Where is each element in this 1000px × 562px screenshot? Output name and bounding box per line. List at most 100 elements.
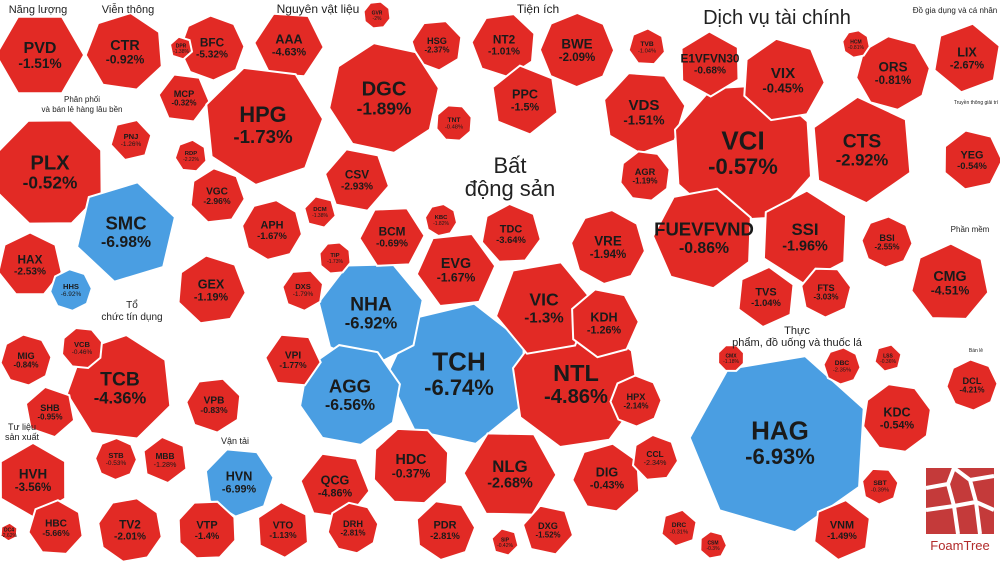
ticker-label-vre: VRE bbox=[594, 233, 622, 248]
cell-mbb[interactable] bbox=[142, 435, 188, 485]
ticker-label-aph: APH bbox=[261, 220, 284, 232]
cell-aph[interactable] bbox=[241, 199, 303, 261]
cell-vre[interactable] bbox=[570, 209, 646, 285]
cell-agg[interactable] bbox=[299, 344, 401, 446]
cell-mcp[interactable] bbox=[157, 73, 211, 123]
ticker-label-dxg: DXG bbox=[538, 521, 558, 531]
cell-hpx[interactable] bbox=[609, 374, 663, 428]
cell-vds[interactable] bbox=[603, 72, 687, 155]
ticker-label-hpx: HPX bbox=[627, 392, 647, 402]
cell-dcl[interactable] bbox=[945, 358, 999, 412]
cell-vtp[interactable] bbox=[177, 500, 237, 560]
ticker-label-lss: LSS bbox=[883, 353, 893, 359]
cell-ssi[interactable] bbox=[762, 189, 848, 285]
cell-fuevfvnd[interactable] bbox=[651, 187, 752, 290]
cell-gvr[interactable] bbox=[362, 0, 392, 30]
cell-hcm[interactable] bbox=[841, 29, 871, 59]
ticker-label-vcb: VCB bbox=[74, 340, 91, 349]
cell-stb[interactable] bbox=[94, 437, 138, 481]
cell-vgc[interactable] bbox=[189, 167, 246, 224]
cell-vpi[interactable] bbox=[264, 333, 322, 387]
cell-vnm[interactable] bbox=[813, 498, 871, 562]
cell-pdr[interactable] bbox=[415, 500, 477, 561]
cell-hhs[interactable] bbox=[49, 268, 93, 312]
cell-e1vfvn30[interactable] bbox=[680, 30, 740, 98]
cell-vpb[interactable] bbox=[185, 377, 242, 434]
cell-dxg[interactable] bbox=[521, 504, 575, 556]
ticker-label-shb: SHB bbox=[40, 403, 60, 413]
cell-tvb[interactable] bbox=[627, 27, 666, 66]
cell-tv2[interactable] bbox=[97, 497, 163, 562]
cell-ctr[interactable] bbox=[84, 11, 163, 91]
cell-drh[interactable] bbox=[326, 501, 380, 555]
cell-ccl[interactable] bbox=[631, 433, 680, 481]
cell-vto[interactable] bbox=[257, 501, 309, 559]
cell-dc4[interactable] bbox=[0, 521, 19, 543]
cell-smc[interactable] bbox=[75, 181, 177, 283]
cell-hbc[interactable] bbox=[27, 499, 84, 555]
change-label-hax: -2.53% bbox=[14, 267, 46, 278]
cell-shb[interactable] bbox=[24, 385, 76, 439]
change-label-tvs: -1.04% bbox=[751, 297, 781, 308]
cell-agr[interactable] bbox=[619, 150, 671, 202]
change-label-hdc: -0.37% bbox=[392, 467, 431, 481]
cell-cts[interactable] bbox=[812, 95, 912, 205]
cell-dpr[interactable] bbox=[168, 35, 194, 61]
change-label-hsg: -2.37% bbox=[424, 46, 449, 55]
cell-pnj[interactable] bbox=[109, 118, 153, 162]
cell-drc[interactable] bbox=[660, 508, 698, 548]
cell-mig[interactable] bbox=[0, 333, 53, 387]
cell-plx[interactable] bbox=[0, 119, 103, 225]
cell-fts[interactable] bbox=[800, 267, 853, 319]
cell-bfc[interactable] bbox=[178, 14, 246, 82]
cell-sbt[interactable] bbox=[861, 467, 900, 506]
group-label-nang-luong: Năng lượng bbox=[9, 4, 68, 16]
cell-dbc[interactable] bbox=[822, 346, 862, 386]
cell-tdc[interactable] bbox=[480, 202, 542, 263]
change-label-nha: -6.92% bbox=[345, 314, 398, 333]
cell-kdh[interactable] bbox=[571, 288, 640, 359]
cell-hax[interactable] bbox=[0, 231, 63, 296]
ticker-label-bfc: BFC bbox=[200, 36, 225, 50]
cell-bwe[interactable] bbox=[538, 11, 616, 89]
cell-nt2[interactable] bbox=[470, 13, 536, 79]
ticker-label-bwe: BWE bbox=[561, 36, 592, 51]
change-label-ors: -0.81% bbox=[875, 75, 911, 87]
cell-lix[interactable] bbox=[933, 22, 1000, 94]
cell-ppc[interactable] bbox=[491, 64, 559, 136]
cell-bsi[interactable] bbox=[860, 215, 914, 269]
cell-kbc[interactable] bbox=[423, 202, 459, 238]
cell-tnt[interactable] bbox=[435, 104, 473, 142]
cell-bcm[interactable] bbox=[358, 207, 426, 267]
cell-sip[interactable] bbox=[490, 527, 520, 557]
cell-pvd[interactable] bbox=[0, 15, 86, 95]
cell-gex[interactable] bbox=[177, 254, 247, 325]
change-label-vpi: -1.77% bbox=[279, 360, 307, 370]
cell-yeg[interactable] bbox=[943, 129, 1000, 191]
group-label-nguyen-vat-lieu: Nguyên vật liệu bbox=[277, 2, 360, 16]
cell-csv[interactable] bbox=[323, 148, 391, 212]
cell-lss[interactable] bbox=[873, 343, 903, 373]
ticker-label-hvn: HVN bbox=[226, 469, 253, 483]
cell-tip[interactable] bbox=[318, 241, 352, 275]
cell-tvs[interactable] bbox=[737, 265, 795, 329]
cell-cmx[interactable] bbox=[717, 344, 745, 372]
cell-dxs[interactable] bbox=[281, 269, 325, 312]
cell-vcb[interactable] bbox=[60, 326, 104, 370]
cell-hpg[interactable] bbox=[205, 66, 325, 187]
cell-kdc[interactable] bbox=[862, 383, 932, 453]
change-label-kbc: -1.82% bbox=[433, 221, 449, 227]
cell-dcm[interactable] bbox=[303, 195, 337, 229]
cell-dgc[interactable] bbox=[328, 42, 440, 154]
cell-evg[interactable] bbox=[415, 232, 497, 308]
cell-vix[interactable] bbox=[743, 37, 826, 122]
cell-cmg[interactable] bbox=[910, 242, 990, 320]
cell-hdc[interactable] bbox=[372, 427, 450, 505]
cell-ors[interactable] bbox=[855, 35, 931, 111]
cell-tch[interactable] bbox=[385, 302, 526, 445]
cell-rdp[interactable] bbox=[173, 138, 208, 173]
cell-csm[interactable] bbox=[699, 530, 729, 560]
change-label-e1vfvn30: -0.68% bbox=[694, 66, 726, 77]
change-label-gvr: -2% bbox=[373, 16, 382, 22]
ticker-label-bsi: BSI bbox=[879, 233, 894, 243]
